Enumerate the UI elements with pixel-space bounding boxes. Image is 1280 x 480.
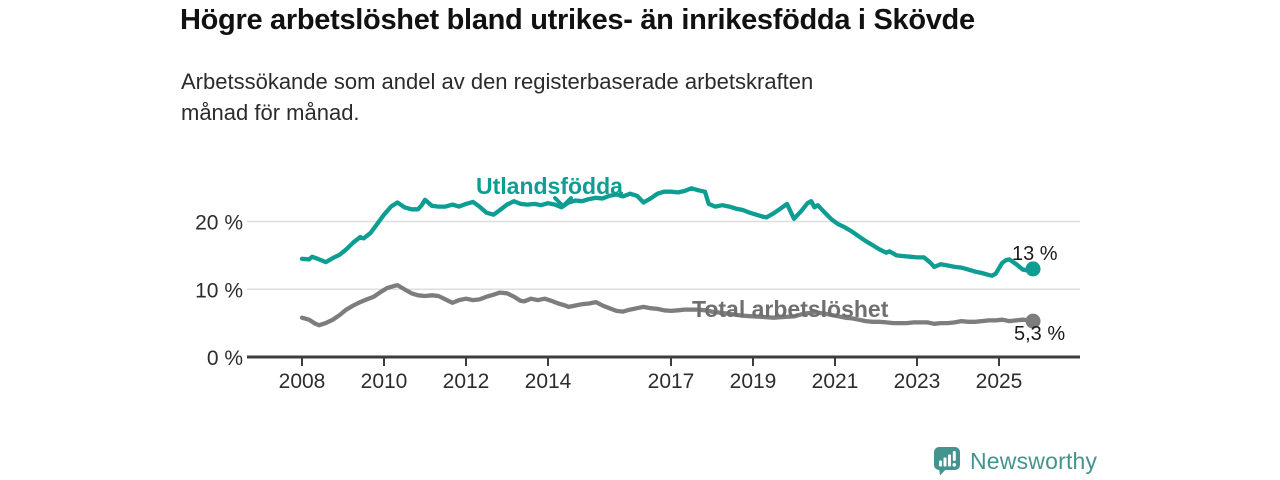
x-tick-label: 2010 — [361, 370, 408, 393]
series-line — [299, 186, 1036, 278]
y-tick-label: 20 % — [195, 212, 243, 235]
end-value-total: 5,3 % — [1014, 323, 1066, 345]
x-tick-label: 2008 — [279, 370, 326, 393]
series-label-total-arbetsloshet: Total arbetslöshet — [692, 296, 889, 322]
newsworthy-logo[interactable]: Newsworthy — [933, 445, 1097, 477]
x-tick-label: 2017 — [648, 370, 695, 393]
x-tick-label: 2012 — [443, 370, 490, 393]
series-line — [299, 283, 1036, 328]
end-value-utlandsfodda: 13 % — [1012, 243, 1058, 265]
bar-chart-speech-bubble-icon — [934, 447, 960, 476]
x-tick-label: 2021 — [812, 370, 859, 393]
x-tick-label: 2023 — [894, 370, 941, 393]
x-tick-label: 2025 — [976, 370, 1023, 393]
x-tick-label: 2019 — [730, 370, 777, 393]
brand-name: Newsworthy — [970, 447, 1098, 474]
y-tick-label: 10 % — [195, 279, 243, 302]
chart-subtitle: Arbetssökande som andel av den registerb… — [181, 69, 814, 126]
label-arrow-icon — [553, 196, 573, 208]
y-tick-label: 0 % — [207, 347, 243, 370]
series-end-dot — [1025, 313, 1041, 329]
x-tick-label: 2014 — [525, 370, 572, 393]
series-label-utlandsfodda: Utlandsfödda — [476, 173, 623, 199]
chart-title: Högre arbetslöshet bland utrikes- än inr… — [180, 4, 975, 36]
series-end-dot — [1025, 261, 1041, 277]
